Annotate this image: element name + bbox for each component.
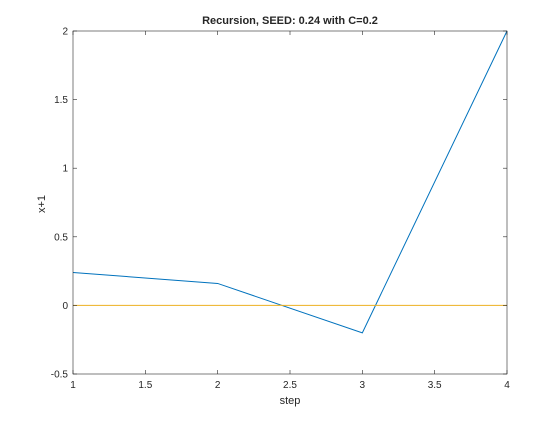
chart-title: Recursion, SEED: 0.24 with C=0.2: [202, 15, 378, 27]
series-line-1: [72, 30, 508, 334]
plot-area: [73, 31, 507, 374]
y-tick-label: 2: [62, 27, 68, 38]
plot-background: [73, 31, 507, 374]
y-tick-label: 1: [62, 164, 68, 175]
y-tick-label: 0: [62, 301, 68, 312]
x-axis-label: step: [280, 395, 301, 407]
ticks-layer: 1 1.5 2 2.5 3 3.5 4 -0.5 0 0.5 1 1.5 2: [51, 27, 510, 392]
x-tick-label: 2: [215, 380, 221, 391]
x-tick-label: 3: [360, 380, 366, 391]
y-tick-label: -0.5: [51, 370, 69, 381]
x-tick-label: 2.5: [283, 380, 297, 391]
y-tick-label: 0.5: [54, 232, 68, 243]
x-tick-label: 1: [70, 380, 76, 391]
x-tick-label: 4: [504, 380, 510, 391]
x-tick-label: 1.5: [138, 380, 152, 391]
series-layer: [72, 30, 508, 334]
y-tick-label: 1.5: [54, 95, 68, 106]
x-tick-label: 3.5: [428, 380, 442, 391]
y-axis-label: x+1: [36, 195, 48, 213]
